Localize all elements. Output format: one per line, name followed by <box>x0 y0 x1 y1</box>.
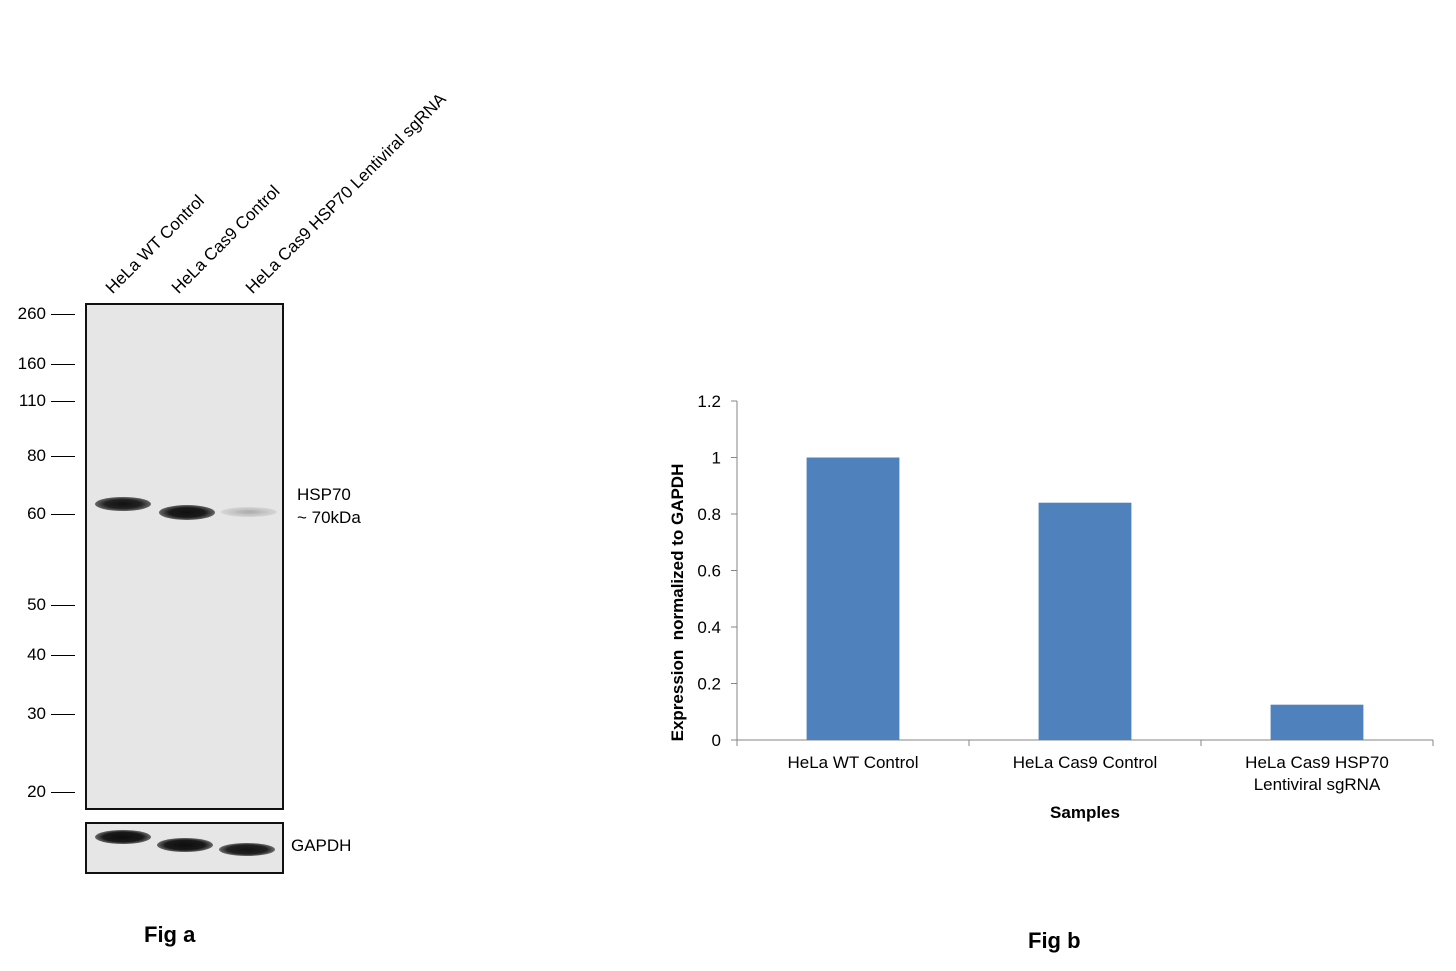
mw-tick <box>51 714 75 715</box>
hsp70-band-lane-1 <box>95 497 151 511</box>
gapdh-band-lane-3 <box>219 843 275 856</box>
mw-label-50: 50 <box>27 595 46 614</box>
mw-label-110: 110 <box>18 391 46 410</box>
x-axis-title: Samples <box>1050 803 1120 822</box>
bar-1 <box>806 457 900 740</box>
mw-label-30: 30 <box>27 704 46 723</box>
x-tick-label: HeLa WT Control <box>787 753 918 772</box>
hsp70-blot-panel <box>85 303 284 810</box>
mw-tick <box>51 314 75 315</box>
target-label: HSP70 <box>297 485 351 504</box>
x-tick-label: Lentiviral sgRNA <box>1254 775 1381 794</box>
mw-label-160: 160 <box>17 354 46 373</box>
gapdh-band-lane-1 <box>95 830 151 844</box>
y-tick-label: 0.8 <box>697 505 721 524</box>
loading-control-label: GAPDH <box>291 836 352 855</box>
mw-label-20: 20 <box>27 782 46 801</box>
y-tick-label: 0.4 <box>697 618 721 637</box>
y-tick-label: 0.6 <box>697 562 721 581</box>
mw-tick <box>51 401 75 402</box>
y-tick-label: 1 <box>712 449 721 468</box>
bar-2 <box>1038 502 1132 740</box>
mw-label-80: 80 <box>27 446 46 465</box>
mw-label-260: 260 <box>17 304 46 323</box>
y-tick-label: 0 <box>712 731 721 750</box>
bar-3 <box>1270 704 1364 740</box>
mw-label-40: 40 <box>27 645 46 664</box>
mw-tick <box>51 792 75 793</box>
mw-tick <box>51 514 75 515</box>
fig-a-caption: Fig a <box>144 922 196 947</box>
mw-tick <box>51 364 75 365</box>
y-tick-label: 0.2 <box>697 675 721 694</box>
gapdh-band-lane-2 <box>157 838 213 852</box>
mw-label-60: 60 <box>27 504 46 523</box>
gapdh-blot-panel <box>85 822 284 874</box>
fig-b-caption: Fig b <box>1028 928 1081 953</box>
hsp70-band-lane-3 <box>221 507 277 517</box>
hsp70-band-lane-2 <box>159 505 215 520</box>
mw-tick <box>51 655 75 656</box>
x-tick-label: HeLa Cas9 HSP70 <box>1245 753 1389 772</box>
mw-tick <box>51 605 75 606</box>
mw-tick <box>51 456 75 457</box>
x-tick-label: HeLa Cas9 Control <box>1013 753 1158 772</box>
target-size-label: ~ 70kDa <box>297 508 361 527</box>
y-tick-label: 1.2 <box>697 392 721 411</box>
y-axis-title: Expression normalized to GAPDH <box>668 464 687 742</box>
